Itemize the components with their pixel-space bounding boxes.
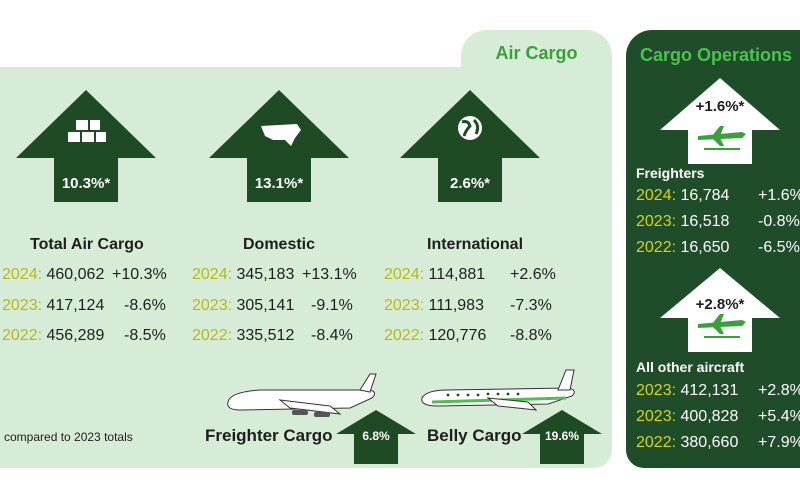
belly-cargo-arrow	[522, 410, 602, 464]
international-title: International	[427, 236, 524, 253]
freighter-cargo-arrow	[336, 410, 416, 464]
belly-cargo-label: Belly Cargo	[427, 426, 522, 445]
freighters-row-2024: 2024: 16,784 +1.6%	[636, 187, 800, 204]
freighters-row-2022: 2022: 16,650 -6.5%	[636, 239, 800, 256]
total-row-2023: 2023: 417,124 -8.6%	[2, 297, 166, 314]
other-aircraft-percent: +2.8%*	[695, 296, 745, 313]
international-row-2022: 2022: 120,776 -8.8%	[384, 327, 552, 344]
total-air-cargo-percent: 10.3%*	[61, 175, 111, 192]
freighters-title: Freighters	[636, 165, 705, 181]
other-aircraft-row-2: 2023: 400,828 +5.4%	[636, 408, 800, 425]
international-row-2024: 2024: 114,881 +2.6%	[384, 266, 556, 283]
domestic-title: Domestic	[243, 236, 316, 253]
other-aircraft-row-3: 2022: 380,660 +7.9%	[636, 434, 800, 451]
domestic-row-2022: 2022: 335,512 -8.4%	[192, 327, 353, 344]
international-percent: 2.6%*	[449, 175, 491, 192]
total-air-cargo-title: Total Air Cargo	[30, 236, 144, 253]
usa-map-icon	[261, 124, 301, 146]
international-arrow	[400, 90, 540, 202]
total-row-2022: 2022: 456,289 -8.5%	[2, 327, 166, 344]
total-air-cargo-arrow	[16, 90, 156, 202]
domestic-percent: 13.1%*	[254, 175, 304, 192]
other-aircraft-row-1: 2023: 412,131 +2.8%	[636, 382, 800, 399]
domestic-row-2024: 2024: 345,183 +13.1%	[192, 266, 357, 283]
domestic-row-2023: 2023: 305,141 -9.1%	[192, 297, 353, 314]
passenger-plane-icon	[421, 369, 575, 411]
boxes-icon	[68, 120, 106, 142]
freighter-cargo-label: Freighter Cargo	[205, 426, 333, 445]
freighters-row-2023: 2023: 16,518 -0.8%	[636, 213, 800, 230]
freighter-plane-small-icon	[698, 126, 746, 150]
freighters-arrow	[660, 78, 780, 164]
total-row-2024: 2024: 460,062 +10.3%	[2, 266, 167, 283]
globe-icon	[458, 116, 482, 140]
air-cargo-tab-label: Air Cargo	[495, 43, 578, 63]
belly-cargo-percent: 19.6%	[544, 429, 580, 443]
other-aircraft-title: All other aircraft	[636, 359, 745, 375]
freighter-plane-icon	[227, 373, 377, 417]
air-cargo-tab: Air Cargo	[461, 30, 612, 90]
freighter-cargo-percent: 6.8%	[362, 429, 390, 443]
footnote: compared to 2023 totals	[4, 430, 133, 444]
other-aircraft-arrow	[660, 268, 780, 352]
aircraft-small-icon	[698, 314, 746, 338]
freighters-percent: +1.6%*	[695, 98, 745, 115]
domestic-arrow	[209, 90, 349, 202]
cargo-operations-title: Cargo Operations	[640, 45, 793, 65]
international-row-2023: 2023: 111,983 -7.3%	[384, 297, 552, 314]
